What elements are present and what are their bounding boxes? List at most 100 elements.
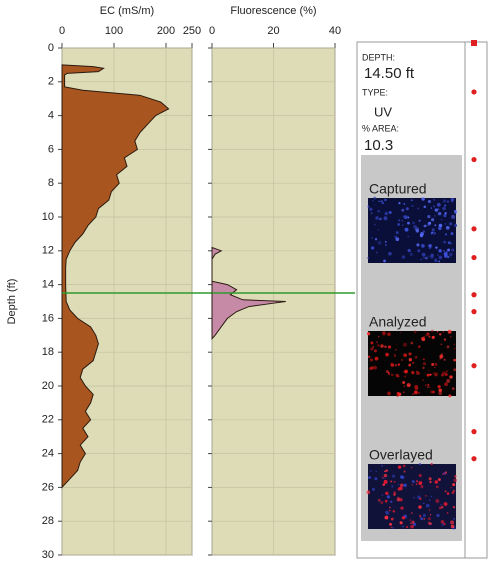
image-pixel (453, 358, 457, 362)
image-pixel (370, 212, 373, 214)
image-pixel (423, 518, 425, 520)
image-pixel (395, 231, 399, 235)
image-pixel (401, 255, 406, 259)
type-label: TYPE: (362, 87, 388, 97)
y-tick-label: 2 (48, 76, 54, 88)
image-pixel (404, 375, 407, 378)
image-pixel (405, 525, 409, 529)
image-pixel (418, 391, 421, 394)
image-pixel (397, 465, 402, 469)
image-pixel (417, 249, 421, 253)
image-pixel (428, 370, 430, 372)
image-pixel (416, 370, 418, 372)
depth-value: 14.50 ft (364, 65, 415, 82)
image-pixel (384, 243, 387, 246)
image-pixel (450, 524, 455, 529)
image-pixel (377, 240, 382, 245)
image-pixel (370, 470, 372, 472)
image-pixel (414, 355, 418, 359)
image-pixel (397, 223, 400, 226)
image-pixel (369, 358, 373, 362)
image-pixel (390, 480, 393, 483)
image-pixel (374, 238, 378, 241)
image-pixel (427, 214, 431, 219)
image-pixel (384, 515, 389, 520)
image-pixel (444, 212, 447, 215)
image-pixel (421, 481, 423, 483)
image-pixel (374, 477, 378, 481)
image-pixel (427, 383, 430, 386)
image-pixel (450, 520, 455, 525)
panel-indicator (471, 40, 477, 46)
image-pixel (411, 480, 415, 484)
image-pixel (434, 362, 438, 366)
image-depth-dot (471, 292, 477, 298)
image-pixel (407, 221, 410, 225)
image-pixel (375, 470, 377, 473)
image-pixel (423, 205, 427, 209)
image-pixel (451, 200, 453, 203)
image-pixel (387, 391, 391, 396)
image-pixel (402, 224, 404, 226)
image-pixel (442, 206, 446, 211)
y-tick-label: 8 (48, 177, 54, 189)
image-pixel (420, 517, 424, 521)
image-pixel (453, 209, 457, 213)
image-pixel (375, 216, 379, 220)
image-pixel (411, 520, 415, 524)
image-pixel (400, 475, 404, 479)
image-pixel (446, 512, 449, 514)
image-pixel (399, 521, 403, 525)
image-pixel (373, 196, 377, 200)
image-pixel (393, 491, 397, 495)
y-tick-label: 14 (42, 279, 54, 291)
image-pixel (406, 383, 411, 388)
profile-area (211, 246, 286, 340)
image-pixel (427, 517, 431, 521)
image-pixel (454, 347, 456, 350)
image-pixel (441, 523, 444, 526)
image-pixel (384, 499, 388, 503)
image-pixel (403, 385, 405, 387)
image-pixel (414, 385, 419, 389)
image-pixel (423, 224, 427, 228)
image-pixel (375, 251, 378, 254)
image-pixel (412, 221, 415, 225)
image-pixel (434, 215, 436, 217)
image-pixel (398, 486, 403, 491)
profile-area (61, 64, 170, 489)
area-value: 10.3 (364, 137, 393, 154)
image-texture (366, 329, 457, 398)
image-pixel (429, 522, 432, 525)
image-pixel (416, 243, 420, 247)
image-pixel (393, 493, 396, 496)
image-pixel (370, 341, 374, 345)
image-pixel (437, 478, 441, 481)
image-pixel (400, 506, 404, 510)
image-pixel (441, 353, 443, 355)
image-pixel (450, 242, 453, 245)
image-pixel (428, 499, 431, 501)
image-pixel (413, 224, 417, 229)
image-pixel (415, 480, 419, 483)
image-pixel (430, 390, 434, 394)
image-pixel (434, 366, 436, 369)
image-pixel (443, 523, 446, 526)
image-pixel (422, 379, 424, 381)
image-pixel (431, 218, 435, 222)
image-pixel (366, 256, 370, 259)
image-pixel (450, 487, 452, 489)
image-pixel (374, 356, 379, 361)
y-tick-label: 28 (42, 515, 54, 527)
image-pixel (438, 333, 442, 336)
image-pixel (444, 372, 448, 377)
image-pixel (444, 382, 448, 387)
image-pixel (411, 371, 415, 375)
image-depth-dot (471, 309, 477, 315)
image-pixel (394, 363, 398, 367)
image-pixel (411, 512, 413, 514)
image-pixel (395, 237, 400, 242)
image-pixel (403, 483, 407, 487)
image-pixel (393, 480, 396, 483)
